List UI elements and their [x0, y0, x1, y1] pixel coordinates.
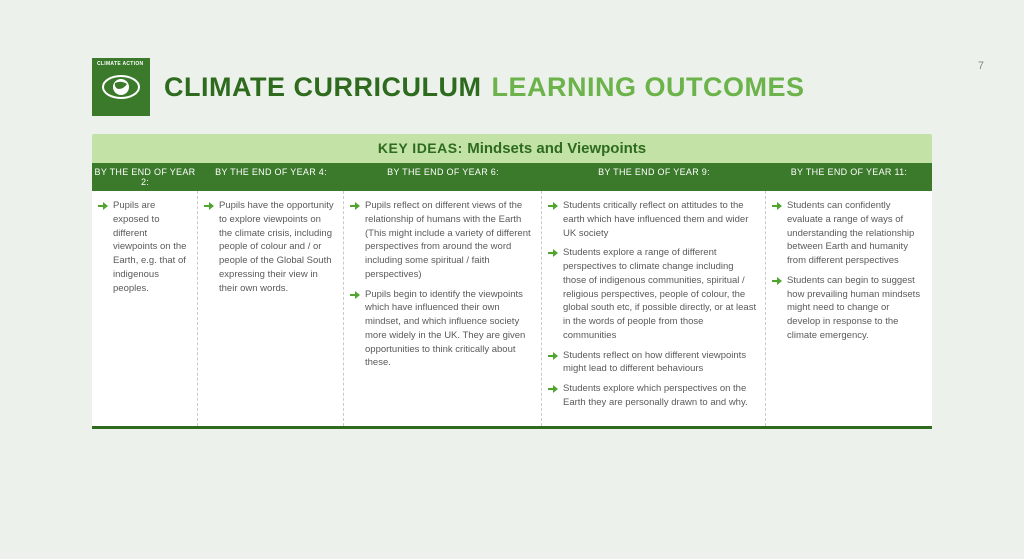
table-cell: Students can confidently evaluate a rang… [766, 191, 932, 426]
outcome-bullet: Students explore a range of different pe… [548, 246, 757, 342]
badge-label: CLIMATE ACTION [92, 62, 150, 68]
arrow-wrap [772, 276, 782, 343]
arrow-icon [772, 201, 782, 211]
arrow-wrap [350, 290, 360, 371]
arrow-icon [548, 351, 558, 361]
table-cell: Students critically reflect on attitudes… [542, 191, 766, 426]
arrow-icon [98, 201, 108, 211]
column-header: BY THE END OF YEAR 4: [198, 163, 344, 191]
arrow-wrap [548, 201, 558, 240]
outcome-text: Pupils reflect on different views of the… [365, 199, 533, 282]
column-header: BY THE END OF YEAR 6: [344, 163, 542, 191]
key-ideas-banner: KEY IDEAS: Mindsets and Viewpoints [92, 134, 932, 163]
arrow-wrap [548, 248, 558, 342]
arrow-wrap [548, 384, 558, 410]
arrow-wrap [98, 201, 108, 295]
column-header: BY THE END OF YEAR 11: [766, 163, 932, 191]
column-header: BY THE END OF YEAR 9: [542, 163, 766, 191]
table-body-row: Pupils are exposed to different viewpoin… [92, 191, 932, 429]
arrow-wrap [350, 201, 360, 282]
arrow-wrap [548, 351, 558, 377]
table-cell: Pupils reflect on different views of the… [344, 191, 542, 426]
table-cell: Pupils have the opportunity to explore v… [198, 191, 344, 426]
outcome-bullet: Pupils are exposed to different viewpoin… [98, 199, 189, 295]
arrow-icon [772, 276, 782, 286]
outcome-text: Pupils have the opportunity to explore v… [219, 199, 335, 295]
arrow-icon [350, 290, 360, 300]
climate-action-badge: CLIMATE ACTION [92, 58, 150, 116]
table-header-row: BY THE END OF YEAR 2:BY THE END OF YEAR … [92, 163, 932, 191]
arrow-wrap [204, 201, 214, 295]
key-ideas-label: KEY IDEAS: [378, 140, 463, 156]
outcome-bullet: Students can confidently evaluate a rang… [772, 199, 924, 268]
key-ideas-value: Mindsets and Viewpoints [467, 140, 646, 157]
outcome-text: Students can confidently evaluate a rang… [787, 199, 924, 268]
title-part-a: CLIMATE CURRICULUM [164, 72, 481, 103]
outcomes-table: KEY IDEAS: Mindsets and Viewpoints BY TH… [92, 134, 932, 429]
outcome-text: Students explore a range of different pe… [563, 246, 757, 342]
table-cell: Pupils are exposed to different viewpoin… [92, 191, 198, 426]
outcome-bullet: Students explore which perspectives on t… [548, 382, 757, 410]
outcome-text: Pupils begin to identify the viewpoints … [365, 288, 533, 371]
outcome-text: Students explore which perspectives on t… [563, 382, 757, 410]
column-header: BY THE END OF YEAR 2: [92, 163, 198, 191]
outcome-text: Students reflect on how different viewpo… [563, 349, 757, 377]
outcome-bullet: Pupils have the opportunity to explore v… [204, 199, 335, 295]
arrow-icon [350, 201, 360, 211]
page-header: CLIMATE ACTION CLIMATE CURRICULUM LEARNI… [0, 0, 1024, 116]
arrow-icon [204, 201, 214, 211]
page-number: 7 [978, 60, 984, 72]
page-title: CLIMATE CURRICULUM LEARNING OUTCOMES [164, 72, 804, 103]
title-part-b: LEARNING OUTCOMES [491, 72, 804, 103]
outcome-bullet: Students reflect on how different viewpo… [548, 349, 757, 377]
outcome-bullet: Students critically reflect on attitudes… [548, 199, 757, 240]
outcome-text: Students can begin to suggest how prevai… [787, 274, 924, 343]
arrow-icon [548, 248, 558, 258]
outcome-text: Students critically reflect on attitudes… [563, 199, 757, 240]
arrow-icon [548, 384, 558, 394]
outcome-bullet: Students can begin to suggest how prevai… [772, 274, 924, 343]
arrow-icon [548, 201, 558, 211]
outcome-bullet: Pupils begin to identify the viewpoints … [350, 288, 533, 371]
eye-icon [101, 74, 141, 100]
outcome-bullet: Pupils reflect on different views of the… [350, 199, 533, 282]
arrow-wrap [772, 201, 782, 268]
outcome-text: Pupils are exposed to different viewpoin… [113, 199, 189, 295]
